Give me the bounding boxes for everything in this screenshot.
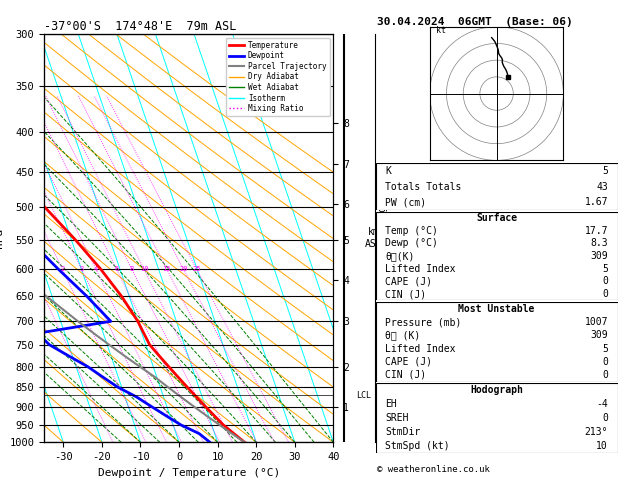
- Text: 30.04.2024  06GMT  (Base: 06): 30.04.2024 06GMT (Base: 06): [377, 17, 573, 27]
- Text: 10: 10: [596, 441, 608, 451]
- Text: CIN (J): CIN (J): [385, 289, 426, 299]
- Text: Pressure (mb): Pressure (mb): [385, 317, 462, 327]
- Text: StmDir: StmDir: [385, 427, 420, 437]
- Text: CIN (J): CIN (J): [385, 370, 426, 380]
- Text: 1.67: 1.67: [584, 197, 608, 207]
- Text: 8: 8: [130, 266, 134, 272]
- Text: 43: 43: [596, 182, 608, 191]
- Text: 15: 15: [162, 266, 171, 272]
- Y-axis label: Mixing Ratio (g/kg): Mixing Ratio (g/kg): [378, 182, 388, 294]
- Text: Totals Totals: Totals Totals: [385, 182, 462, 191]
- Text: 0: 0: [602, 413, 608, 423]
- Text: Dewp (°C): Dewp (°C): [385, 239, 438, 248]
- Text: Lifted Index: Lifted Index: [385, 264, 455, 274]
- Text: LCL: LCL: [357, 391, 372, 399]
- Text: CAPE (J): CAPE (J): [385, 357, 432, 367]
- Text: 5: 5: [602, 344, 608, 353]
- Y-axis label: hPa: hPa: [0, 228, 4, 248]
- Text: 5: 5: [602, 166, 608, 176]
- Text: PW (cm): PW (cm): [385, 197, 426, 207]
- Text: θᴄ(K): θᴄ(K): [385, 251, 415, 261]
- X-axis label: Dewpoint / Temperature (°C): Dewpoint / Temperature (°C): [97, 468, 280, 478]
- Text: 309: 309: [591, 330, 608, 340]
- Text: CAPE (J): CAPE (J): [385, 277, 432, 286]
- Text: K: K: [385, 166, 391, 176]
- Text: 17.7: 17.7: [584, 226, 608, 236]
- Text: 0: 0: [602, 289, 608, 299]
- Text: SREH: SREH: [385, 413, 409, 423]
- Text: 2: 2: [60, 266, 64, 272]
- Text: 309: 309: [591, 251, 608, 261]
- Text: 20: 20: [179, 266, 187, 272]
- Text: θᴄ (K): θᴄ (K): [385, 330, 420, 340]
- Text: Hodograph: Hodograph: [470, 385, 523, 396]
- Text: 8.3: 8.3: [591, 239, 608, 248]
- Text: 4: 4: [94, 266, 98, 272]
- Text: Surface: Surface: [476, 213, 517, 223]
- Text: 3: 3: [79, 266, 84, 272]
- Legend: Temperature, Dewpoint, Parcel Trajectory, Dry Adiabat, Wet Adiabat, Isotherm, Mi: Temperature, Dewpoint, Parcel Trajectory…: [226, 38, 330, 116]
- Text: -37°00'S  174°48'E  79m ASL: -37°00'S 174°48'E 79m ASL: [44, 20, 237, 33]
- Text: kt: kt: [437, 26, 447, 35]
- Text: 25: 25: [192, 266, 201, 272]
- Text: EH: EH: [385, 399, 397, 409]
- Text: 5: 5: [602, 264, 608, 274]
- Text: Temp (°C): Temp (°C): [385, 226, 438, 236]
- Text: Lifted Index: Lifted Index: [385, 344, 455, 353]
- Text: StmSpd (kt): StmSpd (kt): [385, 441, 450, 451]
- Text: 213°: 213°: [584, 427, 608, 437]
- Text: 0: 0: [602, 370, 608, 380]
- Text: 6: 6: [114, 266, 119, 272]
- Text: -4: -4: [596, 399, 608, 409]
- Text: 10: 10: [140, 266, 148, 272]
- Y-axis label: km
ASL: km ASL: [365, 227, 383, 249]
- Text: © weatheronline.co.uk: © weatheronline.co.uk: [377, 465, 490, 474]
- Text: 0: 0: [602, 277, 608, 286]
- Text: Most Unstable: Most Unstable: [459, 304, 535, 314]
- Text: 0: 0: [602, 357, 608, 367]
- Text: 1007: 1007: [584, 317, 608, 327]
